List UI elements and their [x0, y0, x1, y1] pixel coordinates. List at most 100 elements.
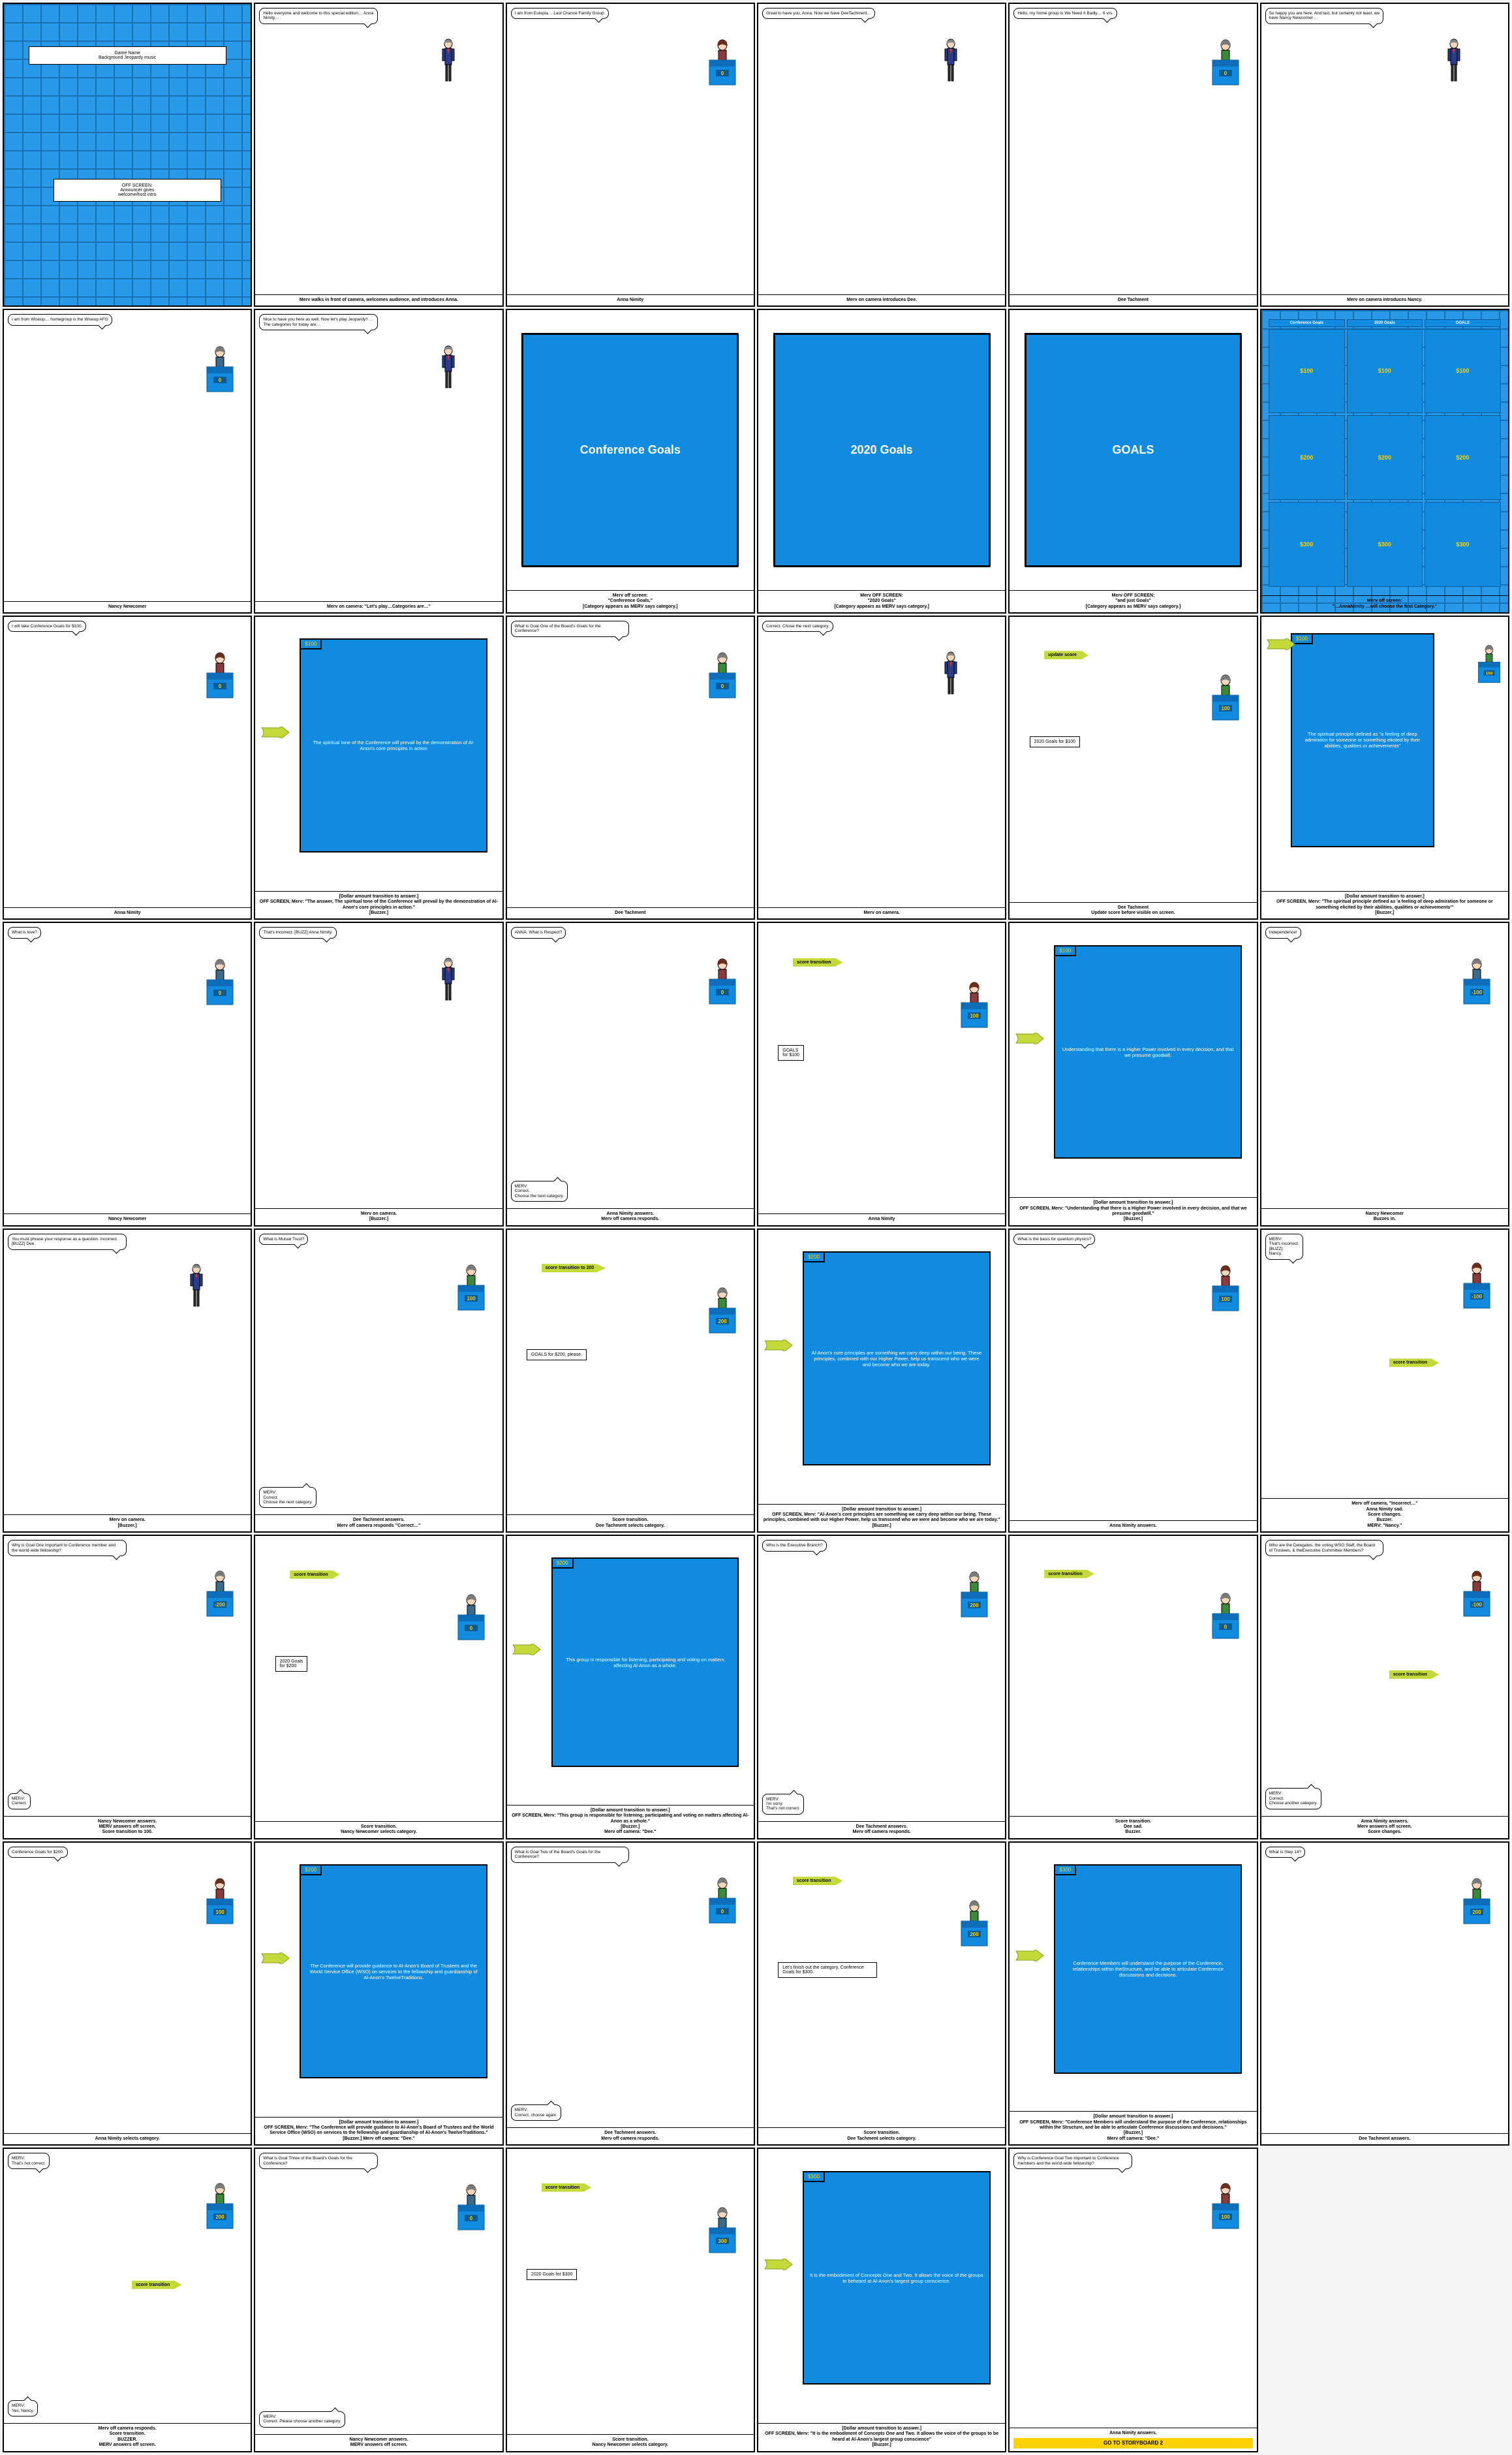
storyboard-panel-43: MERV:That's not correct.MERV:Yes, Nancy.… [3, 2148, 252, 2452]
panel-scene: score transitionGOALSfor $100100 [758, 923, 1005, 1213]
contestant-figure-dee: 100 [1475, 644, 1503, 685]
panel-scene: MERV:That's not correct.MERV:Yes, Nancy.… [4, 2149, 251, 2423]
storyboard-panel-4: Great to have you, Anna. Now we have Dee… [757, 3, 1006, 307]
answer-text: Understanding that there is a Higher Pow… [1060, 1046, 1235, 1058]
speech-bubble: What is the basis for quantum physics? [1013, 1234, 1095, 1245]
panel-scene: $100The spiritual tone of the Conference… [255, 617, 502, 891]
panel-scene: Correct. Chose the next category. [758, 617, 1005, 907]
panel-caption: Nancy Newcomer [4, 1213, 251, 1225]
board-header: GOALS [1425, 319, 1501, 327]
panel-scene: Why is Conference Goal Two important to … [1010, 2149, 1256, 2427]
storyboard-panel-28: $200Al-Anon's core principles are someth… [757, 1228, 1006, 1533]
panel-scene: ANNA: What is Respect?MERV:Correct.Choos… [507, 923, 754, 1208]
board-value: $200 [1425, 415, 1501, 500]
host-figure [187, 1264, 206, 1309]
speech-bubble: Why is Goal One important to Conference … [8, 1540, 127, 1556]
score-transition-arrow: score transition [1389, 1670, 1440, 1679]
transition-arrow [1015, 1950, 1044, 1962]
category-box: 2020 Goalsfor $200 [275, 1656, 308, 1672]
storyboard-panel-36: Who are the Delegates, the voting WSO St… [1260, 1535, 1509, 1839]
panel-caption: [Dollar amount transition to answer.]OFF… [507, 1805, 754, 1838]
answer-card: $200This group is responsible for listen… [551, 1557, 739, 1767]
svg-text:0: 0 [470, 2215, 473, 2221]
panel-caption: Merv on camera.[Buzzer.] [4, 1514, 251, 1531]
panel-caption: Dee Tachment [507, 907, 754, 918]
title-card-2: OFF SCREEN:Announcer giveswelcome/host i… [54, 179, 221, 202]
panel-caption: [Dollar amount transition to answer.]OFF… [1010, 2111, 1256, 2144]
transition-arrow [260, 727, 290, 738]
speech-bubble: What is Goal One of the Board's Goals fo… [511, 621, 630, 637]
svg-text:100: 100 [970, 1013, 979, 1019]
storyboard-panel-42: What is Step 14?200Dee Tachment answers. [1260, 1841, 1509, 2146]
storyboard-grid: Game NameBackground Jeopardy musicOFF SC… [3, 3, 1509, 2452]
panel-caption: Dee Tachment answers.Merv off camera res… [255, 1514, 502, 1531]
speech-bubble: Hello everyone and welcome to this speci… [259, 8, 378, 24]
contestant-figure-anna: -100 [1460, 1570, 1493, 1619]
panel-scene: update score2020 Goals for $100100 [1010, 617, 1256, 902]
dollar-amount: $100 [1054, 945, 1076, 956]
board-header: Conference Goals [1269, 319, 1345, 327]
panel-caption: [Dollar amount transition to answer.]OFF… [255, 891, 502, 919]
contestant-figure-anna: -100 [1460, 1262, 1493, 1311]
board-value: $200 [1347, 415, 1423, 500]
board-value: $100 [1425, 329, 1501, 414]
panel-caption: Score transition.Dee Tachment selects ca… [507, 1514, 754, 1531]
panel-caption: [Dollar amount transition to answer.]OFF… [758, 2423, 1005, 2451]
speech-bubble: Hello, my home group is We Need It Badly… [1013, 8, 1117, 19]
storyboard-panel-24: Independence!-100Nancy NewcomerBuzzes in… [1260, 922, 1509, 1226]
speech-bubble-2: MERV:Correct.Choose the next category. [259, 1487, 316, 1508]
speech-bubble: I will take Conference Goals for $100. [8, 621, 86, 632]
panel-caption: Anna Nimity [758, 1213, 1005, 1225]
storyboard-panel-9: Conference GoalsMerv off screen:"Confere… [506, 309, 755, 613]
contestant-figure-dee: 100 [1209, 674, 1242, 723]
storyboard-panel-34: Who is the Executive Branch?MERV:I'm sor… [757, 1535, 1006, 1839]
svg-text:0: 0 [470, 1625, 473, 1631]
svg-text:0: 0 [1224, 1624, 1227, 1630]
category-box: 2020 Goals for $100 [1030, 736, 1080, 747]
board-value: $200 [1269, 415, 1345, 500]
board-value: $300 [1347, 502, 1423, 587]
panel-scene: $100The spiritual principle defined as "… [1261, 617, 1508, 891]
storyboard-panel-19: What is love?0Nancy Newcomer [3, 922, 252, 1226]
storyboard-panel-46: $300It is the embodiment of Concepts One… [757, 2148, 1006, 2452]
storyboard-panel-14: $100The spiritual tone of the Conference… [254, 616, 503, 920]
speech-bubble: Nice to have you here as well. Now let's… [259, 314, 378, 330]
panel-scene: What is the basis for quantum physics?10… [1010, 1230, 1256, 1520]
panel-caption: Nancy NewcomerBuzzes in. [1261, 1208, 1508, 1225]
svg-text:300: 300 [718, 2238, 728, 2244]
svg-text:-100: -100 [1472, 1294, 1483, 1300]
storyboard-panel-22: score transitionGOALSfor $100100Anna Nim… [757, 922, 1006, 1226]
panel-scene: 2020 Goals [758, 310, 1005, 589]
panel-scene: score transitionLet's finish out the cat… [758, 1843, 1005, 2128]
answer-text: The spiritual tone of the Conference wil… [306, 740, 481, 751]
storyboard-panel-11: GOALSMerv OFF SCREEN:"and just Goals"[Ca… [1008, 309, 1257, 613]
svg-text:200: 200 [718, 1319, 728, 1324]
speech-bubble: MERV:That's not correct. [8, 2153, 50, 2169]
answer-card: $100 Understanding that there is a Higher… [1054, 945, 1242, 1159]
panel-caption: Nancy Newcomer answers.MERV answers off … [4, 1816, 251, 1838]
score-transition-arrow: score transition [542, 2183, 592, 2192]
panel-scene: Hello everyone and welcome to this speci… [255, 4, 502, 294]
contestant-figure-dee: 0 [706, 651, 739, 700]
panel-scene: Who is the Executive Branch?MERV:I'm sor… [758, 1536, 1005, 1821]
speech-bubble: ANNA: What is Respect? [511, 927, 566, 938]
answer-text: Al-Anon's core principles are something … [809, 1350, 984, 1368]
host-figure [439, 345, 458, 391]
score-transition-arrow: score transition [290, 1571, 340, 1579]
contestant-figure-anna: 100 [204, 1877, 236, 1926]
category-card: Conference Goals [521, 333, 739, 568]
svg-text:100: 100 [1486, 671, 1493, 676]
svg-text:200: 200 [970, 1931, 979, 1937]
go-to-storyboard-link[interactable]: GO TO STORYBOARD 2 [1013, 2438, 1252, 2448]
storyboard-panel-35: score transition0Score transition.Dee sa… [1008, 1535, 1257, 1839]
panel-caption: Anna Nimity answers.Merv answers off scr… [1261, 1816, 1508, 1838]
contestant-figure-dee: 0 [706, 1877, 739, 1926]
panel-caption: Nancy Newcomer [4, 601, 251, 612]
storyboard-panel-17: update score2020 Goals for $100100Dee Ta… [1008, 616, 1257, 920]
storyboard-panel-12: Conference Goals2020 GoalsGOALS$100$100$… [1260, 309, 1509, 613]
storyboard-panel-6: So happy you are here. And last, but cer… [1260, 3, 1509, 307]
panel-scene: What is Goal Two of the Board's Goals fo… [507, 1843, 754, 2128]
contestant-figure-dee: 200 [706, 1287, 739, 1336]
panel-caption: Anna Nimity selects category. [4, 2133, 251, 2144]
speech-bubble: That's incorrect. [BUZZ] Anna Nimity. [259, 927, 336, 938]
